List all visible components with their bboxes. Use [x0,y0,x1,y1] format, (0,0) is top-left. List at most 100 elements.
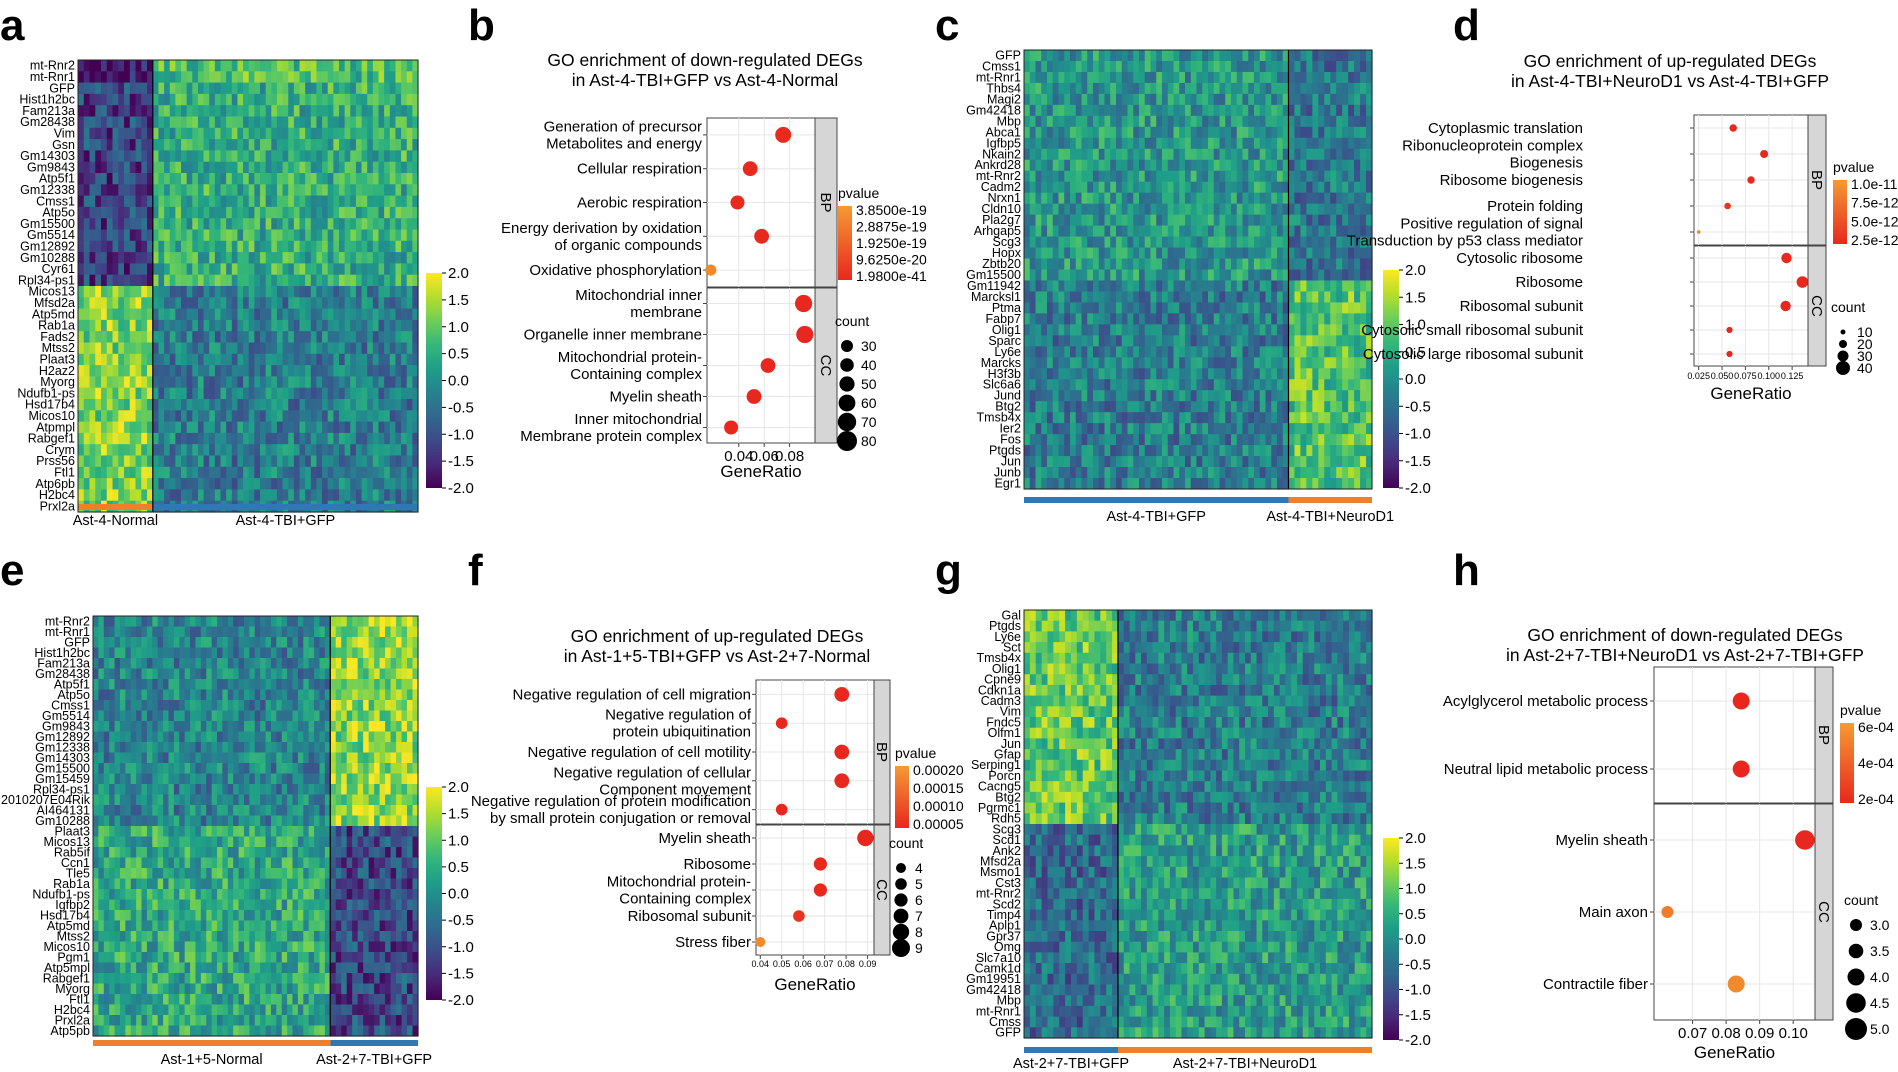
heatmap-cell [1354,324,1361,336]
heatmap-cell [1213,269,1221,282]
heatmap-cell [1288,148,1296,161]
heatmap-cell [288,365,295,377]
heatmap-cell [271,127,278,140]
heatmap-border [77,59,419,513]
heatmap-cell [1064,71,1071,84]
heatmap-cell [310,376,318,389]
heatmap-cell [95,342,102,355]
heatmap-cell [1248,313,1255,325]
heatmap-cell [197,319,205,332]
heatmap-cell [299,218,306,231]
heatmap-cell [389,308,397,321]
heatmap-cell [248,308,255,321]
heatmap-cell [1318,60,1325,73]
heatmap-cell [401,161,408,174]
heatmap-cell [1179,60,1186,73]
heatmap-cell [231,127,239,140]
heatmap-cell [78,376,85,389]
heatmap-cell [1115,93,1123,106]
heatmap-cell [1342,445,1349,457]
heatmap-cell [1058,379,1065,391]
heatmap-cell [372,399,380,411]
heatmap-cell [1288,115,1296,128]
heatmap-cell [1138,247,1146,260]
heatmap-cell [1075,478,1083,490]
heatmap-cell [1041,280,1048,293]
heatmap-border [1023,49,1373,490]
heatmap-cell [112,240,119,253]
heatmap-cell [175,308,182,321]
heatmap-cell [282,127,289,140]
heatmap-cell [1070,467,1077,479]
heatmap-cell [350,331,357,344]
heatmap-cell [367,139,374,151]
heatmap-cell [1276,71,1284,84]
heatmap-cell [1115,302,1123,314]
heatmap-cell [1052,313,1060,325]
heatmap-cell [412,93,419,106]
heatmap-cell [333,161,340,174]
heatmap-cell [355,432,363,445]
heatmap-cell [1173,104,1180,117]
heatmap-cell [106,116,114,129]
heatmap-cell [310,331,318,344]
heatmap-cell [339,466,346,479]
heatmap-cell [412,116,419,129]
heatmap-cell [209,444,216,457]
heatmap-cell [186,399,193,411]
heatmap-cell [226,399,233,411]
heatmap-cell [1236,192,1244,205]
heatmap-cell [248,206,255,219]
heatmap-cell [1230,82,1238,95]
heatmap-cell [378,139,385,151]
heatmap-cell [310,387,318,400]
heatmap-cell [1207,456,1215,468]
heatmap-cell [372,286,380,298]
heatmap-cell [197,376,205,389]
heatmap-cell [361,195,368,208]
heatmap-cell [147,173,154,185]
heatmap-cell [152,331,160,344]
heatmap-cell [1064,115,1071,128]
heatmap-cell [1184,291,1192,304]
heatmap-cell [293,127,301,140]
gene-label: Gm12892 [20,240,75,254]
heatmap-cell [95,410,102,423]
heatmap-cell [1173,60,1180,73]
heatmap-cell [1225,170,1232,183]
heatmap-cell [158,342,165,355]
heatmap-cell [214,466,222,479]
heatmap-cell [406,387,413,400]
heatmap-cell [1150,346,1157,358]
heatmap-cell [118,353,125,366]
heatmap-cell [129,173,137,185]
heatmap-cell [355,195,363,208]
heatmap-cell [1098,159,1106,172]
heatmap-cell [106,308,114,321]
heatmap-cell [265,71,272,84]
heatmap-cell [288,376,295,389]
heatmap-cell [1207,50,1215,62]
heatmap-cell [1354,401,1361,413]
heatmap-cell [1133,368,1140,380]
heatmap-cell [384,93,391,106]
heatmap-cell [1236,181,1244,194]
heatmap-cell [158,297,165,310]
heatmap-cell [147,184,154,197]
heatmap-cell [1196,390,1203,402]
heatmap-cell [248,421,255,434]
heatmap-cell [299,331,306,344]
heatmap-cell [1271,456,1278,468]
heatmap-cell [135,286,142,298]
heatmap-cell [1047,412,1054,424]
heatmap-cell [1167,456,1175,468]
heatmap-cell [1336,137,1343,150]
heatmap-cell [147,71,154,84]
heatmap-cell [1312,126,1319,139]
heatmap-cell [1248,434,1255,446]
heatmap-cell [367,489,374,502]
heatmap-cell [1324,236,1331,249]
heatmap-cell [118,252,125,264]
heatmap-cell [367,376,374,389]
heatmap-cell [1306,390,1313,402]
